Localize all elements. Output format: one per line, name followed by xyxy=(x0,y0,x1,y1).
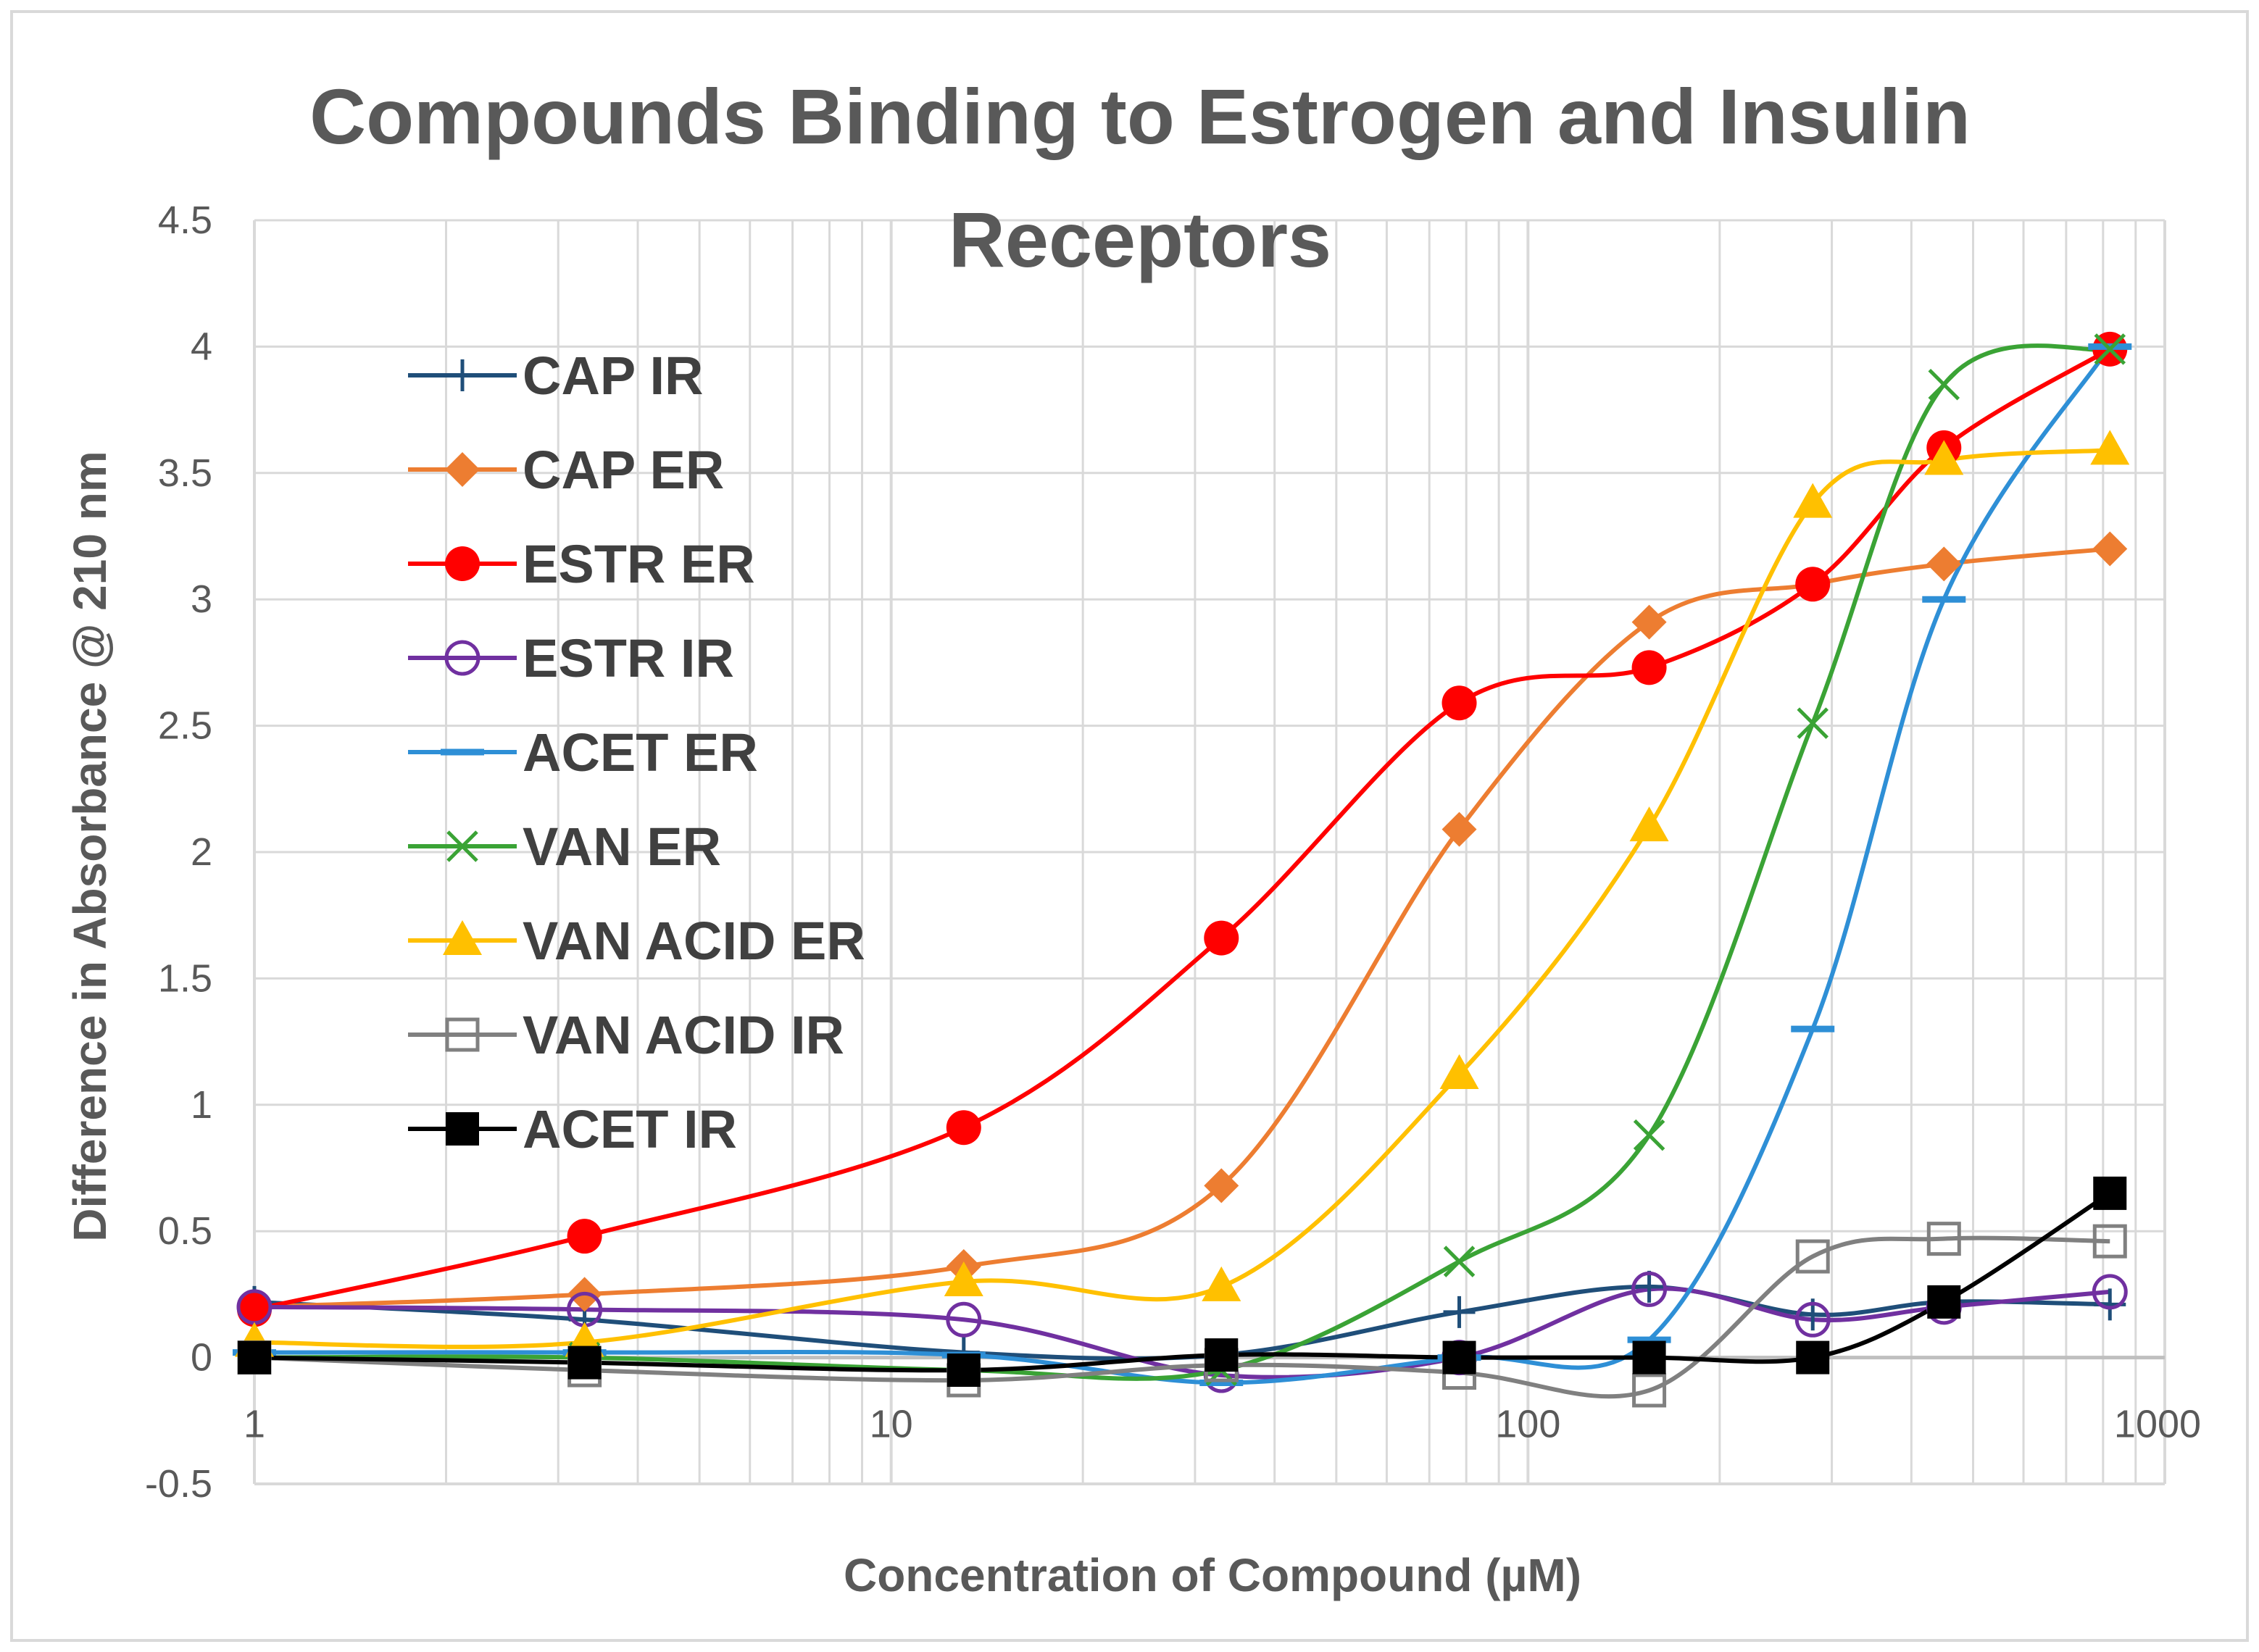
y-tick-label: 4.5 xyxy=(158,199,212,242)
data-point-estr-er xyxy=(1441,685,1477,721)
data-point-acet-ir xyxy=(1442,1340,1476,1374)
data-point-van-acid-er xyxy=(1793,483,1833,518)
legend-item-estr-ir: ESTR IR xyxy=(408,628,734,688)
legend-label: CAP ER xyxy=(523,440,724,500)
legend-swatch-marker xyxy=(446,1112,479,1146)
data-point-acet-ir xyxy=(1632,1340,1666,1374)
data-point-estr-ir xyxy=(946,1301,982,1338)
data-point-acet-ir xyxy=(1927,1285,1961,1319)
legend-item-van-acid-er: VAN ACID ER xyxy=(408,911,865,971)
series-line-cap-ir xyxy=(254,1284,2110,1361)
x-tick-label: 1 xyxy=(244,1403,265,1446)
legend-swatch-marker xyxy=(445,452,480,487)
legend-item-cap-er: CAP ER xyxy=(408,440,724,500)
y-axis-label: Difference in Absorbance @ 210 nm xyxy=(64,451,116,1241)
data-point-estr-ir xyxy=(1631,1271,1668,1307)
data-point-van-acid-er xyxy=(1924,440,1964,475)
data-point-cap-er xyxy=(1631,604,1667,640)
data-point-van-er xyxy=(2094,333,2126,365)
data-point-van-acid-er xyxy=(1439,1054,1479,1089)
chart-title-line-2: Receptors xyxy=(949,196,1331,283)
legend-label: ACET ER xyxy=(523,722,758,783)
data-point-van-acid-ir xyxy=(1632,1373,1667,1408)
series-line-van-acid-er xyxy=(254,448,2110,1349)
data-point-estr-er xyxy=(946,1110,981,1146)
data-point-cap-er xyxy=(1204,1168,1239,1203)
legend-swatch-marker xyxy=(445,546,480,581)
legend-swatch-marker xyxy=(446,359,478,391)
legend-label: VAN ACID IR xyxy=(523,1005,844,1065)
data-point-estr-ir xyxy=(2092,1274,2128,1310)
legend-item-acet-er: ACET ER xyxy=(408,722,758,783)
y-tick-label: 2 xyxy=(191,830,212,874)
data-point-cap-ir xyxy=(1633,1270,1665,1303)
legend: CAP IR CAP ER ESTR ER ESTR IR ACET ER VAN ER V… xyxy=(408,346,865,1159)
x-tick-label: 1000 xyxy=(2114,1403,2201,1446)
data-point-estr-er xyxy=(567,1219,602,1254)
series-line-van-acid-ir xyxy=(254,1235,2110,1399)
legend-label: VAN ER xyxy=(523,817,721,877)
y-tick-label: 4 xyxy=(191,325,212,368)
data-point-estr-er xyxy=(1795,567,1831,602)
data-point-estr-er xyxy=(1204,920,1239,956)
legend-item-van-er: VAN ER xyxy=(408,817,721,877)
series-line-acet-ir xyxy=(254,1191,2111,1373)
data-point-acet-ir xyxy=(947,1353,981,1388)
legend-label: VAN ACID ER xyxy=(523,911,865,971)
y-tick-label: 2.5 xyxy=(158,704,212,748)
y-tick-label: 1.5 xyxy=(158,956,212,1000)
chart-frame: -0.5 0 0.5 1 1.5 2 2.5 3 3.5 4 4.5 1 10 100 1000 Compo… xyxy=(10,10,2249,1642)
data-point-van-er xyxy=(1797,707,1829,739)
legend-swatch-marker xyxy=(446,830,478,862)
data-point-cap-ir xyxy=(1443,1296,1476,1328)
legend-label: ESTR ER xyxy=(523,534,755,594)
tick-labels: -0.5 0 0.5 1 1.5 2 2.5 3 3.5 4 4.5 1 10 100 1000 xyxy=(145,199,2201,1506)
data-point-van-acid-er xyxy=(1629,806,1669,842)
data-point-van-acid-er xyxy=(1202,1266,1241,1301)
series-markers xyxy=(233,331,2132,1408)
legend-swatch-marker xyxy=(443,920,482,955)
data-point-acet-ir xyxy=(567,1346,602,1380)
data-point-cap-er xyxy=(2092,531,2128,567)
x-axis-label: Concentration of Compound (µM) xyxy=(844,1549,1581,1601)
y-tick-label: 1 xyxy=(191,1083,212,1127)
data-point-van-acid-er xyxy=(944,1261,983,1296)
data-point-van-er xyxy=(1633,1119,1665,1151)
data-point-van-er xyxy=(1928,368,1960,401)
data-point-van-acid-ir xyxy=(1795,1239,1830,1274)
y-tick-label: 3.5 xyxy=(158,451,212,495)
data-point-acet-ir xyxy=(238,1340,271,1374)
data-point-acet-ir xyxy=(2093,1176,2127,1210)
legend-item-estr-er: ESTR ER xyxy=(408,534,755,594)
data-point-van-acid-er xyxy=(2090,430,2130,465)
y-tick-label: 0 xyxy=(191,1336,212,1380)
chart-title-line-1: Compounds Binding to Estrogen and Insuli… xyxy=(309,72,1971,160)
legend-swatch-marker xyxy=(444,640,480,676)
data-point-estr-er xyxy=(1631,650,1667,685)
legend-swatch-marker xyxy=(445,1017,480,1052)
legend-item-acet-ir: ACET IR xyxy=(408,1099,737,1159)
data-point-van-acid-ir xyxy=(1926,1222,1961,1256)
y-tick-label: 3 xyxy=(191,577,212,621)
legend-item-cap-ir: CAP IR xyxy=(408,346,703,406)
data-point-van-acid-ir xyxy=(2092,1224,2127,1259)
data-point-van-er xyxy=(1443,1246,1476,1277)
data-point-acet-ir xyxy=(1796,1340,1830,1374)
data-point-cap-er xyxy=(1926,546,1962,582)
series-line-cap-er xyxy=(254,546,2110,1309)
x-tick-label: 10 xyxy=(870,1403,913,1446)
line-chart: -0.5 0 0.5 1 1.5 2 2.5 3 3.5 4 4.5 1 10 100 1000 Compo… xyxy=(64,72,2201,1601)
y-tick-label: 0.5 xyxy=(158,1209,212,1253)
series-line-estr-er xyxy=(254,347,2111,1312)
legend-label: ESTR IR xyxy=(523,628,734,688)
legend-label: CAP IR xyxy=(523,346,703,406)
legend-label: ACET IR xyxy=(523,1099,737,1159)
data-point-estr-ir xyxy=(1794,1301,1831,1338)
y-tick-label: -0.5 xyxy=(145,1462,212,1506)
data-point-acet-ir xyxy=(1205,1338,1239,1372)
x-tick-label: 100 xyxy=(1495,1403,1560,1446)
legend-item-van-acid-ir: VAN ACID IR xyxy=(408,1005,844,1065)
data-point-cap-er xyxy=(1441,812,1477,847)
